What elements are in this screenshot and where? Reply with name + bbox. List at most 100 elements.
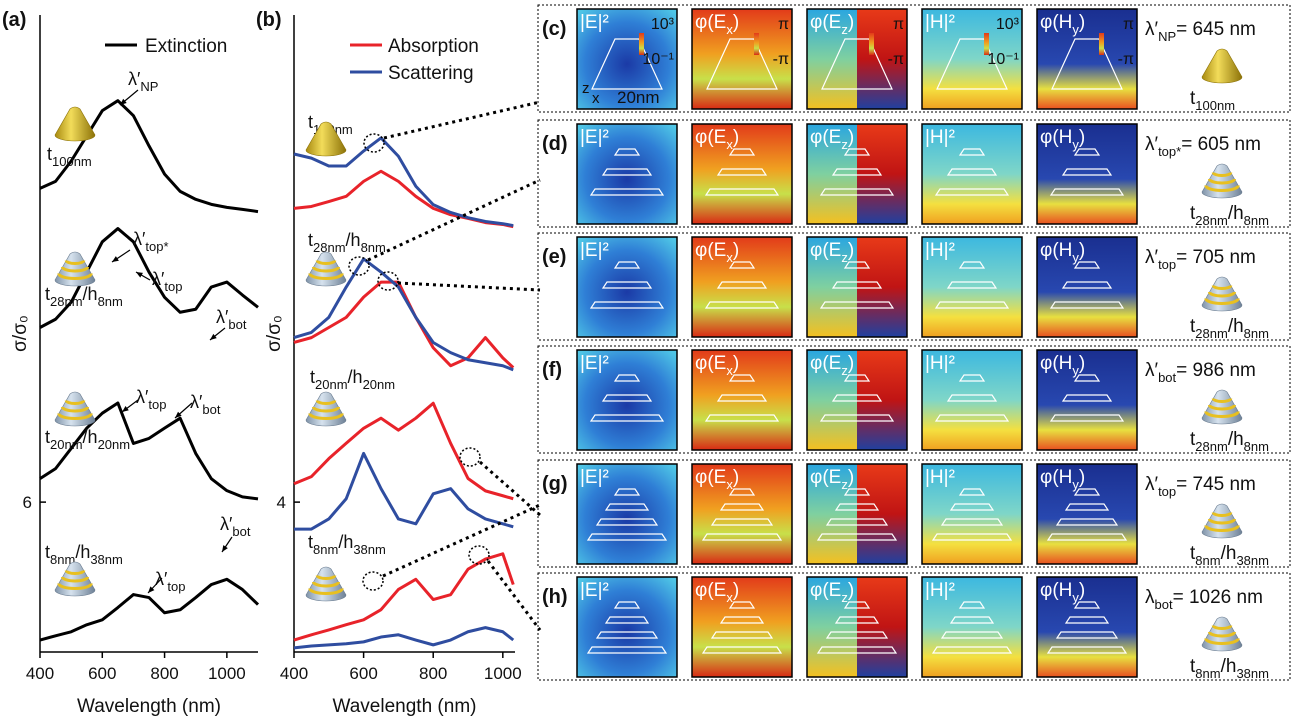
text-part: |E|² (580, 12, 609, 33)
text-part: ) (733, 467, 739, 488)
text-part: λ′ (152, 269, 165, 289)
axis-mark: z (582, 80, 590, 97)
cone-body (306, 252, 346, 286)
field-map: |E|² (577, 124, 677, 224)
arrow-head (222, 545, 228, 552)
subscript: bot (1155, 597, 1173, 612)
subscript: NP (1158, 29, 1176, 44)
text-part: /h (75, 542, 90, 562)
subscript: 20nm (315, 377, 348, 392)
field-map: |H|²10³10⁻¹ (922, 9, 1022, 109)
text-part: φ(E (810, 353, 841, 374)
text-part: ) (1079, 467, 1085, 488)
panel-label: (d) (542, 133, 568, 155)
map-image (857, 237, 907, 337)
text-part: φ(E (695, 353, 726, 374)
text-part: ) (848, 580, 854, 601)
field-map: |H|² (922, 237, 1022, 337)
text-part: |H|² (925, 467, 955, 488)
colorbar (984, 33, 989, 55)
structure-label: t28nm/h8nm (1190, 316, 1269, 341)
y-axis-label: σ/σ₀ (10, 315, 31, 352)
cone-body (1202, 49, 1242, 83)
text-part: ) (1079, 12, 1085, 33)
text-part: ) (733, 353, 739, 374)
text-part: ) (848, 127, 854, 148)
wavelength-value: = 986 nm (1176, 360, 1256, 381)
field-map: φ(Ez) (807, 237, 907, 337)
annotation: t28nm/h8nm (308, 230, 386, 255)
text-part: |H|² (925, 353, 955, 374)
colorbar (754, 33, 759, 55)
text-part: ) (1079, 127, 1085, 148)
text-part: /h (83, 284, 98, 304)
annotation: λ′top (136, 387, 166, 412)
subscript: top (148, 397, 166, 412)
text-part: /h (346, 230, 361, 250)
subscript: 28nm (1195, 213, 1228, 228)
text-part: φ(E (695, 240, 726, 261)
map-label: |E|² (580, 467, 609, 488)
cone-icon (55, 562, 95, 596)
text-part: |E|² (580, 467, 609, 488)
subscript: top* (145, 239, 168, 254)
subscript: bot (1158, 370, 1176, 385)
subscript: top (167, 579, 185, 594)
wavelength-label: λ′top= 705 nm (1145, 247, 1256, 272)
panel-label: (h) (542, 586, 568, 608)
structure-label: t8nm/h38nm (1190, 543, 1269, 568)
text-part: φ(E (695, 467, 726, 488)
cone-icon (55, 392, 95, 426)
cone-icon (306, 567, 346, 601)
map-image (857, 350, 907, 450)
cone-body (1202, 390, 1242, 424)
structure-label: t28nm/h8nm (1190, 429, 1269, 454)
connector (383, 505, 540, 576)
text-part: φ(E (695, 12, 726, 33)
y-tick-label: 4 (277, 493, 286, 512)
legend-label: Extinction (145, 36, 227, 57)
subscript: 8nm (1195, 666, 1220, 681)
colorbar-label: -π (1118, 51, 1134, 68)
subscript: bot (228, 317, 246, 332)
connector (480, 462, 540, 515)
map-label: |H|² (925, 580, 955, 601)
text-part: /h (1228, 203, 1244, 224)
text-part: φ(E (810, 127, 841, 148)
colorbar-label: 10³ (996, 16, 1020, 33)
map-label: |H|² (925, 467, 955, 488)
text-part: φ(E (695, 580, 726, 601)
field-map: φ(Hy) (1037, 350, 1137, 450)
subscript: 100nm (52, 154, 92, 169)
field-map: φ(Ex) (692, 237, 792, 337)
map-image (857, 577, 907, 677)
colorbar-label: π (1123, 16, 1134, 33)
x-tick-label: 600 (349, 664, 377, 683)
cone-body (1202, 504, 1242, 538)
text-part: φ(E (810, 12, 841, 33)
field-map: |E|² (577, 577, 677, 677)
x-axis-label: Wavelength (nm) (333, 696, 477, 717)
subscript: 28nm (50, 294, 83, 309)
annotation: t20nm/h20nm (45, 427, 130, 452)
text-part: λ′ (1145, 360, 1159, 381)
wavelength-label: λ′top*= 605 nm (1145, 134, 1261, 159)
text-part: φ(H (1040, 240, 1072, 261)
wavelength-label: λbot= 1026 nm (1145, 587, 1263, 612)
text-part: φ(H (1040, 12, 1072, 33)
text-part: ) (848, 353, 854, 374)
field-map: φ(Ez) (807, 124, 907, 224)
text-part: ) (1079, 353, 1085, 374)
map-label: |H|² (925, 353, 955, 374)
annotation: t100nm (47, 144, 92, 169)
field-map: φ(Ex) (692, 577, 792, 677)
field-map: |H|² (922, 350, 1022, 450)
field-map: |E|² (577, 464, 677, 564)
panel-label: (a) (2, 9, 26, 31)
panel-label: (c) (542, 18, 566, 40)
subscript: top (1158, 484, 1176, 499)
cone-icon (1202, 617, 1242, 651)
cone-body (55, 562, 95, 596)
text-part: /h (83, 427, 98, 447)
map-label: |E|² (580, 12, 609, 33)
